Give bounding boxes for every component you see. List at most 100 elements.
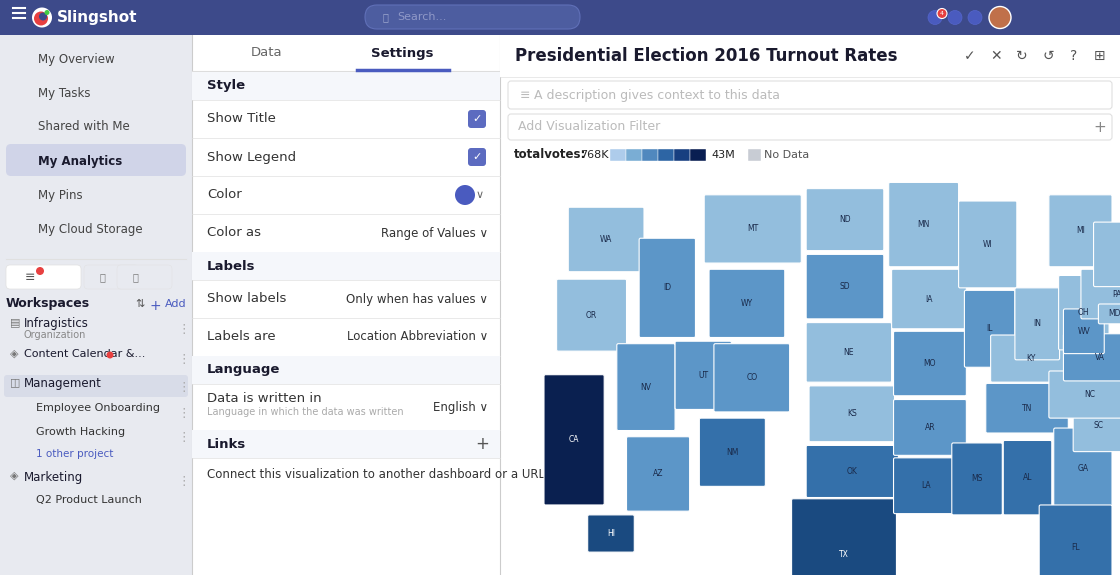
Text: CA: CA [569,435,579,444]
FancyBboxPatch shape [806,323,892,382]
FancyBboxPatch shape [806,446,898,497]
Bar [192,72,500,100]
Text: Management: Management [24,377,102,390]
FancyBboxPatch shape [588,515,634,552]
FancyBboxPatch shape [1058,275,1109,350]
Text: ⋮: ⋮ [178,353,190,366]
Text: TX: TX [839,550,849,559]
Circle shape [948,10,962,25]
Text: +: + [475,435,489,453]
Text: 👥: 👥 [132,272,138,282]
Text: ⋮: ⋮ [178,431,190,444]
Text: ↻: ↻ [1016,49,1028,63]
Text: Color as: Color as [207,227,261,240]
Text: ◈: ◈ [10,349,19,359]
Text: NM: NM [726,448,738,457]
Text: IL: IL [987,324,993,333]
Text: NC: NC [1084,390,1095,399]
Text: My Pins: My Pins [38,189,83,201]
FancyBboxPatch shape [699,418,765,486]
FancyBboxPatch shape [1004,440,1052,515]
Text: ✕: ✕ [990,49,1001,63]
Bar [192,356,500,384]
Circle shape [32,7,52,28]
Text: My Tasks: My Tasks [38,86,91,99]
FancyBboxPatch shape [986,384,1068,433]
Circle shape [45,10,49,15]
Text: 🔍: 🔍 [383,13,389,22]
Circle shape [989,6,1011,29]
Text: ID: ID [663,283,671,292]
Text: CO: CO [746,373,757,382]
Text: Presidential Election 2016 Turnout Rates: Presidential Election 2016 Turnout Rates [515,47,897,65]
FancyBboxPatch shape [6,144,186,176]
FancyBboxPatch shape [626,437,690,511]
FancyBboxPatch shape [892,269,967,329]
Text: MD: MD [1109,309,1120,319]
FancyBboxPatch shape [1039,505,1112,575]
Text: MI: MI [1076,227,1085,235]
Bar [659,149,674,161]
Text: Settings: Settings [371,47,433,59]
FancyBboxPatch shape [1099,304,1120,324]
FancyBboxPatch shape [952,443,1002,515]
Circle shape [106,351,113,358]
Text: NV: NV [641,382,652,392]
FancyBboxPatch shape [1093,222,1120,286]
Text: Show Title: Show Title [207,113,276,125]
FancyBboxPatch shape [806,254,884,319]
Text: Add: Add [165,299,187,309]
Text: 768K: 768K [580,150,608,160]
Text: IN: IN [1034,319,1042,328]
Circle shape [928,10,942,25]
Text: KY: KY [1026,354,1035,363]
Text: Growth Hacking: Growth Hacking [36,427,125,437]
Text: Infragistics: Infragistics [24,317,88,330]
Text: WY: WY [740,299,753,308]
Text: Workspaces: Workspaces [6,297,90,310]
FancyBboxPatch shape [508,81,1112,109]
Bar [192,430,500,458]
FancyBboxPatch shape [1054,428,1112,509]
Text: ◈: ◈ [10,471,19,481]
Text: ⋮: ⋮ [178,323,190,336]
Text: UT: UT [698,371,708,380]
Text: 1 other project: 1 other project [36,449,113,459]
Circle shape [455,185,475,205]
Text: OH: OH [1079,308,1090,317]
Text: ND: ND [839,215,851,224]
FancyBboxPatch shape [709,269,785,338]
Text: Show labels: Show labels [207,293,287,305]
Text: Q2 Product Launch: Q2 Product Launch [36,495,142,505]
FancyBboxPatch shape [508,114,1112,140]
Text: No Data: No Data [764,150,810,160]
FancyBboxPatch shape [468,148,486,166]
FancyBboxPatch shape [894,458,960,513]
FancyBboxPatch shape [365,5,580,29]
Text: OR: OR [586,310,597,320]
FancyBboxPatch shape [468,110,486,128]
Text: ≡: ≡ [25,270,35,283]
Text: Connect this visualization to another dashboard or a URL: Connect this visualization to another da… [207,467,545,481]
Bar [610,149,626,161]
FancyBboxPatch shape [1064,334,1120,381]
Text: Language in which the data was written: Language in which the data was written [207,407,403,417]
Text: Only when has values ∨: Only when has values ∨ [346,293,488,305]
FancyBboxPatch shape [557,279,626,351]
Text: TN: TN [1021,404,1033,413]
Text: Labels: Labels [207,259,255,273]
Text: Show Legend: Show Legend [207,151,296,163]
Text: ≡: ≡ [520,89,531,102]
Text: ?: ? [1071,49,1077,63]
Text: Marketing: Marketing [24,471,83,484]
FancyBboxPatch shape [713,344,790,412]
Bar [500,35,1120,77]
Text: totalvotes:: totalvotes: [514,148,587,162]
FancyBboxPatch shape [990,335,1071,382]
FancyBboxPatch shape [894,331,967,396]
Bar [626,149,642,161]
Text: NE: NE [843,348,855,357]
Text: WI: WI [983,240,992,249]
Text: WA: WA [600,235,613,244]
Bar [642,149,659,161]
